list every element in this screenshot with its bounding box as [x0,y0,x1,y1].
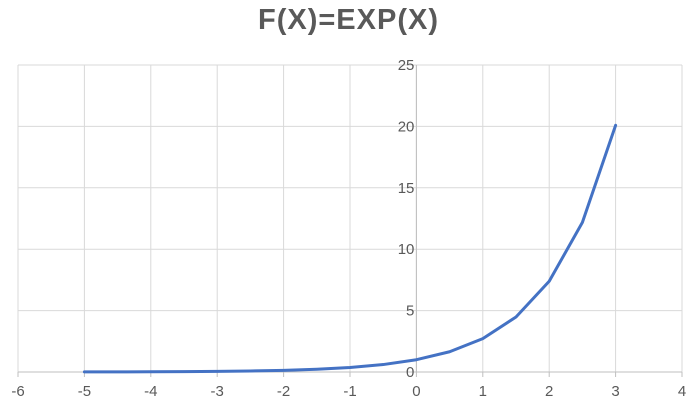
x-tick-label: 2 [545,383,553,400]
y-tick-label: 20 [398,118,415,135]
x-tick-label: -5 [78,383,91,400]
y-tick-label: 0 [406,364,414,381]
x-tick-label: -2 [277,383,290,400]
x-tick-label: -1 [343,383,356,400]
chart-title: F(X)=EXP(X) [258,4,439,36]
x-tick-label: 0 [412,383,420,400]
series-line [82,123,618,374]
x-tick-label: -6 [11,383,24,400]
x-tick-label: 3 [611,383,619,400]
y-tick-label: 5 [406,303,414,320]
y-tick-label: 10 [398,241,415,258]
x-tick-label: -3 [211,383,224,400]
x-tick-label: -4 [144,383,157,400]
y-tick-label: 25 [398,57,415,74]
x-tick-label: 1 [479,383,487,400]
y-tick-label: 15 [398,180,415,197]
x-tick-label: 4 [678,383,686,400]
